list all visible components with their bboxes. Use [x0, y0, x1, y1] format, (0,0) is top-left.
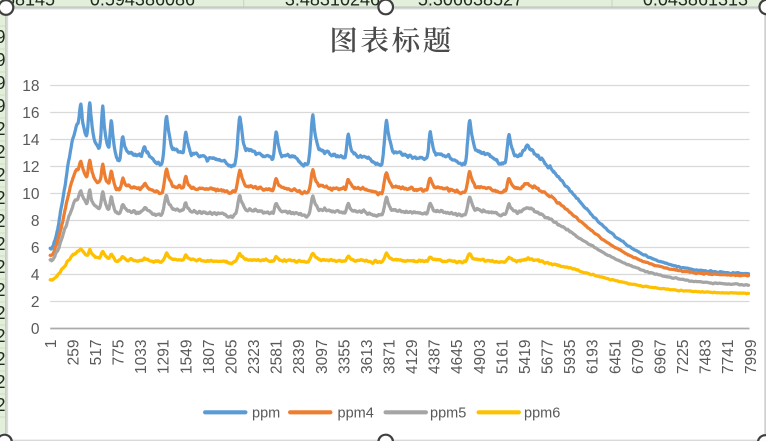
svg-text:7225: 7225: [675, 340, 692, 374]
svg-text:4: 4: [31, 267, 40, 284]
svg-text:517: 517: [88, 340, 105, 366]
svg-text:1807: 1807: [201, 340, 218, 374]
svg-text:ppm4: ppm4: [338, 406, 374, 422]
svg-text:7483: 7483: [698, 340, 715, 374]
svg-text:2: 2: [0, 165, 6, 185]
svg-text:5935: 5935: [562, 340, 579, 374]
svg-text:4645: 4645: [449, 340, 466, 374]
svg-text:2: 2: [0, 257, 6, 277]
svg-text:5161: 5161: [494, 340, 511, 374]
svg-text:259: 259: [65, 340, 82, 366]
svg-text:12: 12: [22, 159, 39, 176]
svg-text:3355: 3355: [336, 340, 353, 374]
svg-text:3613: 3613: [359, 340, 376, 374]
svg-text:2: 2: [0, 211, 6, 231]
svg-text:0.594386086: 0.594386086: [90, 0, 195, 10]
svg-text:2: 2: [0, 280, 6, 300]
svg-text:3871: 3871: [382, 340, 399, 374]
svg-text:1549: 1549: [178, 340, 195, 374]
svg-text:2: 2: [0, 372, 6, 392]
svg-text:2839: 2839: [291, 340, 308, 374]
svg-text:2: 2: [0, 349, 6, 369]
svg-text:ppm6: ppm6: [524, 406, 560, 422]
svg-text:9: 9: [0, 96, 6, 116]
svg-text:9: 9: [0, 50, 6, 70]
svg-text:2: 2: [0, 234, 6, 254]
svg-text:2: 2: [0, 119, 6, 139]
svg-text:4129: 4129: [404, 340, 421, 374]
svg-text:10: 10: [22, 186, 40, 203]
svg-text:9: 9: [0, 27, 6, 47]
svg-text:6451: 6451: [607, 340, 624, 374]
svg-text:5419: 5419: [517, 340, 534, 374]
svg-text:5677: 5677: [540, 340, 557, 374]
svg-text:2: 2: [0, 303, 6, 323]
svg-text:8: 8: [31, 213, 40, 230]
svg-text:2: 2: [0, 142, 6, 162]
svg-text:2: 2: [0, 326, 6, 346]
svg-text:7741: 7741: [720, 340, 737, 374]
svg-text:14: 14: [22, 132, 40, 149]
svg-text:4387: 4387: [427, 340, 444, 374]
svg-text:18: 18: [22, 78, 39, 95]
svg-text:0.043861313: 0.043861313: [643, 0, 748, 10]
svg-text:4903: 4903: [472, 340, 489, 374]
svg-text:2065: 2065: [223, 340, 240, 374]
svg-text:7999: 7999: [743, 340, 760, 374]
svg-text:2: 2: [0, 188, 6, 208]
svg-text:ppm5: ppm5: [430, 406, 466, 422]
svg-text:ppm: ppm: [252, 406, 280, 422]
svg-text:775: 775: [111, 340, 128, 366]
svg-text:16: 16: [22, 105, 39, 122]
svg-text:2581: 2581: [269, 340, 286, 374]
svg-text:9: 9: [0, 73, 6, 93]
svg-text:58145: 58145: [5, 0, 55, 10]
svg-text:2: 2: [31, 294, 40, 311]
svg-text:1: 1: [43, 340, 60, 349]
svg-text:2: 2: [0, 395, 6, 415]
svg-text:1291: 1291: [156, 340, 173, 374]
svg-text:2323: 2323: [246, 340, 263, 374]
svg-text:1033: 1033: [133, 340, 150, 374]
svg-text:6967: 6967: [653, 340, 670, 374]
svg-text:0: 0: [31, 321, 40, 338]
svg-text:3.48310246: 3.48310246: [285, 0, 380, 10]
svg-text:5.306638527: 5.306638527: [418, 0, 523, 10]
svg-text:6: 6: [31, 240, 40, 257]
svg-text:3097: 3097: [314, 340, 331, 374]
svg-text:6193: 6193: [585, 340, 602, 374]
svg-text:6709: 6709: [630, 340, 647, 374]
